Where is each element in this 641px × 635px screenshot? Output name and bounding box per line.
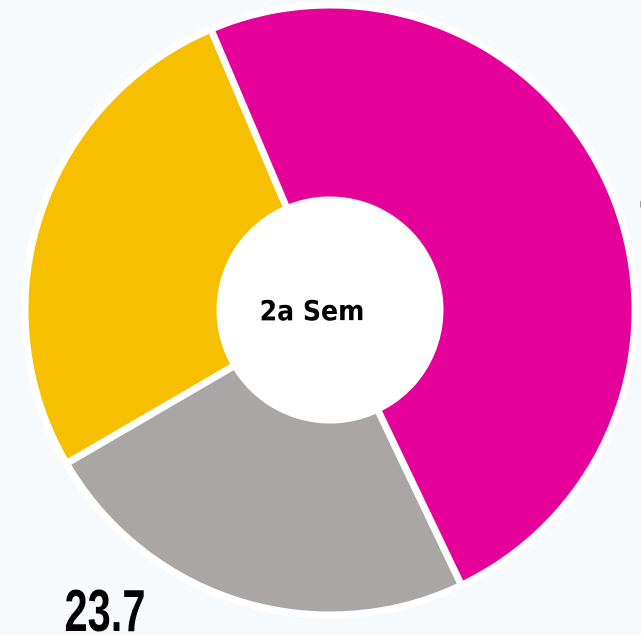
value-label: 23.7 <box>65 576 146 635</box>
donut <box>21 1 639 619</box>
center-title: 2a Sem <box>260 294 365 327</box>
donut-hole <box>220 200 440 420</box>
